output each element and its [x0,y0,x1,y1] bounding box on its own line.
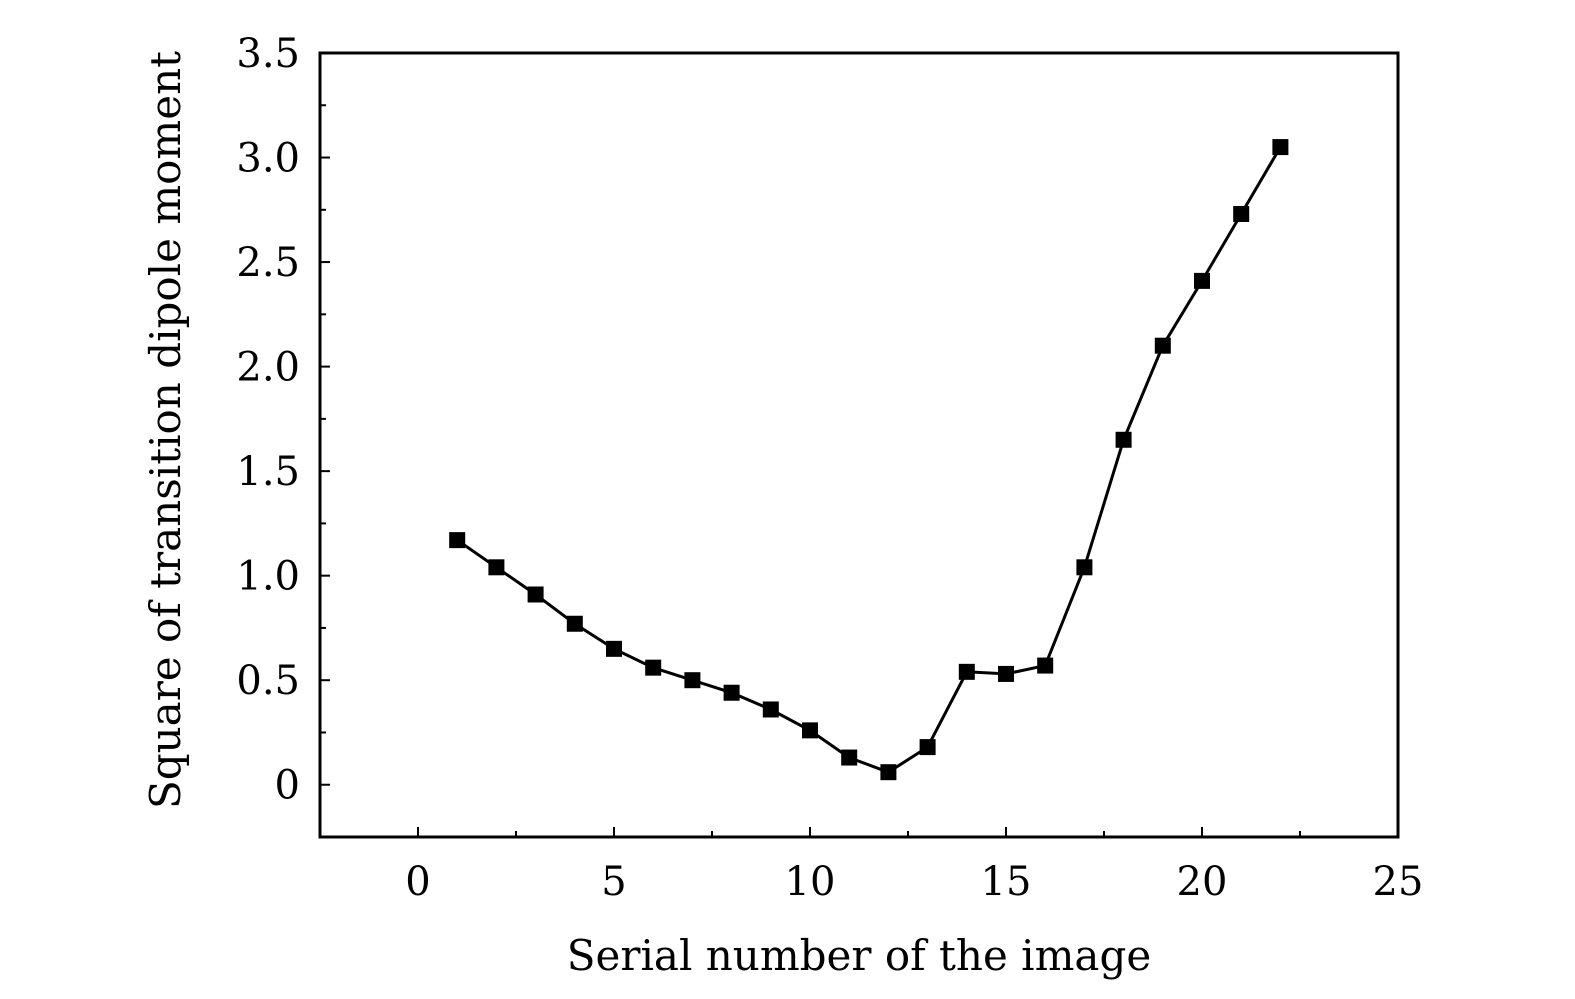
data-point-marker [1115,431,1132,448]
data-point-marker [1037,657,1054,674]
data-point-marker [527,586,544,603]
data-point-marker [958,663,975,680]
y-axis-ticks: 0 0.5 1.0 1.5 2.0 2.5 3.0 3.5 [236,31,330,809]
plot-area-frame [318,51,1400,839]
data-point-marker [1233,205,1250,222]
x-tick-label: 20 [1177,859,1228,905]
data-point-marker [1194,272,1210,289]
data-point-marker [488,559,505,576]
y-tick-label: 3.5 [236,31,300,77]
x-tick-label: 10 [785,859,836,905]
data-point-marker [566,615,583,632]
data-point-marker [802,722,818,739]
y-tick-label: 0 [275,763,300,809]
data-markers [449,139,1289,781]
x-axis-title: Serial number of the image [567,931,1151,980]
data-point-marker [449,532,466,549]
data-point-marker [841,749,858,766]
y-tick-label: 0.5 [236,658,300,704]
y-tick-label: 3.0 [236,136,300,182]
y-axis-title: Square of transition dipole moment [141,51,190,809]
y-tick-label: 2.5 [236,240,300,286]
series-line [456,146,1282,774]
data-point-marker [1076,559,1093,576]
data-point-marker [723,684,740,701]
y-tick-label: 1.0 [236,554,300,600]
data-point-marker [919,739,936,756]
data-point-marker [684,672,701,689]
x-tick-label: 25 [1373,859,1424,905]
x-tick-label: 15 [981,859,1032,905]
data-point-marker [762,701,779,718]
data-point-marker [1272,139,1289,156]
x-axis-ticks: 0 5 10 15 20 25 [405,827,1423,905]
data-point-marker [606,640,622,657]
y-tick-label: 1.5 [236,449,300,495]
data-point-marker [1154,337,1171,354]
data-point-marker [645,659,662,676]
y-tick-label: 2.0 [236,345,300,391]
x-tick-label: 5 [601,859,626,905]
data-point-marker [880,764,897,781]
data-point-marker [998,665,1014,682]
x-tick-label: 0 [405,859,430,905]
